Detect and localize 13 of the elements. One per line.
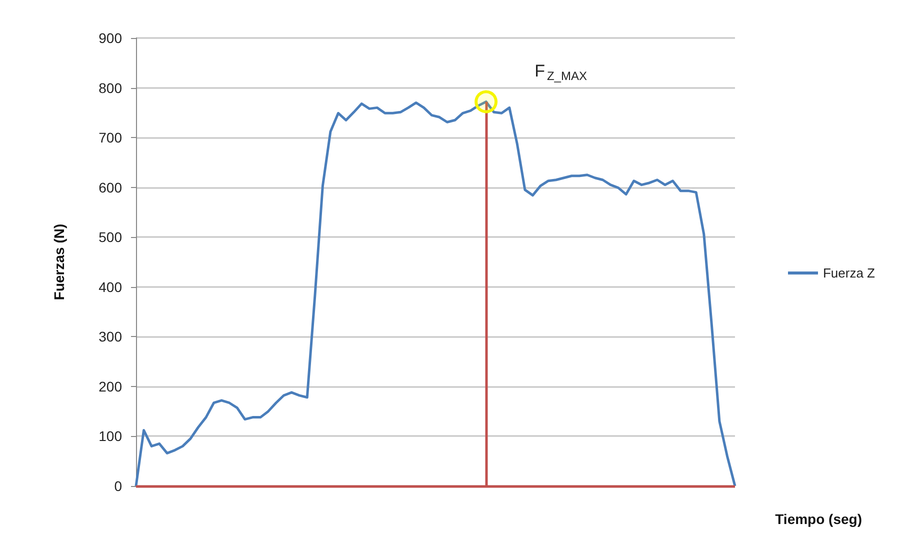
y-tick-label: 0 (114, 478, 122, 494)
y-tick-label: 600 (98, 179, 122, 196)
y-tick-label: 400 (98, 278, 122, 295)
y-tick-label: 100 (98, 428, 122, 444)
legend-label: Fuerza Z (822, 266, 876, 280)
x-axis-title: Tiempo (seg) (775, 511, 862, 527)
y-tick-label: 500 (98, 229, 122, 246)
y-tick-label: 200 (98, 378, 122, 394)
y-tick-label: 700 (98, 130, 122, 146)
y-tick-label: 300 (98, 328, 122, 345)
y-tick-label: 900 (98, 30, 122, 46)
y-axis-title: Fuerzas (N) (51, 224, 67, 300)
y-tick-label: 800 (98, 80, 122, 96)
